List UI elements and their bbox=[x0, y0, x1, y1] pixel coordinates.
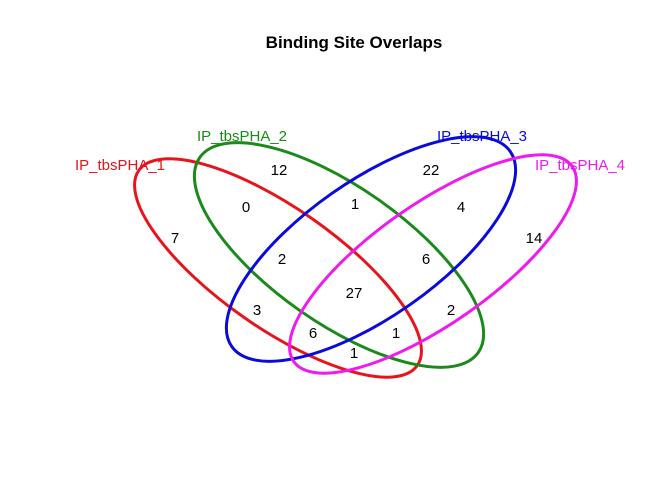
region-1-count: 7 bbox=[171, 230, 179, 247]
region-1-2-3-4-count: 27 bbox=[346, 285, 363, 302]
set-1-label: IP_tbsPHA_1 bbox=[75, 157, 165, 174]
region-3-4-count: 4 bbox=[457, 199, 465, 216]
set-4-ellipse bbox=[288, 153, 578, 375]
region-2-3-4-count: 6 bbox=[422, 251, 430, 268]
set-2-ellipse bbox=[192, 141, 486, 369]
set-3-label: IP_tbsPHA_3 bbox=[437, 128, 527, 145]
set-4-label: IP_tbsPHA_4 bbox=[535, 157, 625, 174]
diagram-title: Binding Site Overlaps bbox=[266, 33, 443, 52]
region-1-2-count: 0 bbox=[242, 199, 250, 216]
region-1-2-3-count: 2 bbox=[278, 251, 286, 268]
set-2-label: IP_tbsPHA_2 bbox=[197, 128, 287, 145]
region-2-count: 12 bbox=[271, 162, 288, 179]
region-1-3-4-count: 6 bbox=[309, 325, 317, 342]
region-1-4-count: 1 bbox=[350, 345, 358, 362]
region-1-2-4-count: 1 bbox=[392, 325, 400, 342]
region-4-count: 14 bbox=[526, 230, 543, 247]
region-2-3-count: 1 bbox=[351, 196, 359, 213]
region-2-4-count: 2 bbox=[447, 302, 455, 319]
region-1-3-count: 3 bbox=[253, 302, 261, 319]
region-3-count: 22 bbox=[423, 162, 440, 179]
set-3-ellipse bbox=[224, 135, 518, 363]
